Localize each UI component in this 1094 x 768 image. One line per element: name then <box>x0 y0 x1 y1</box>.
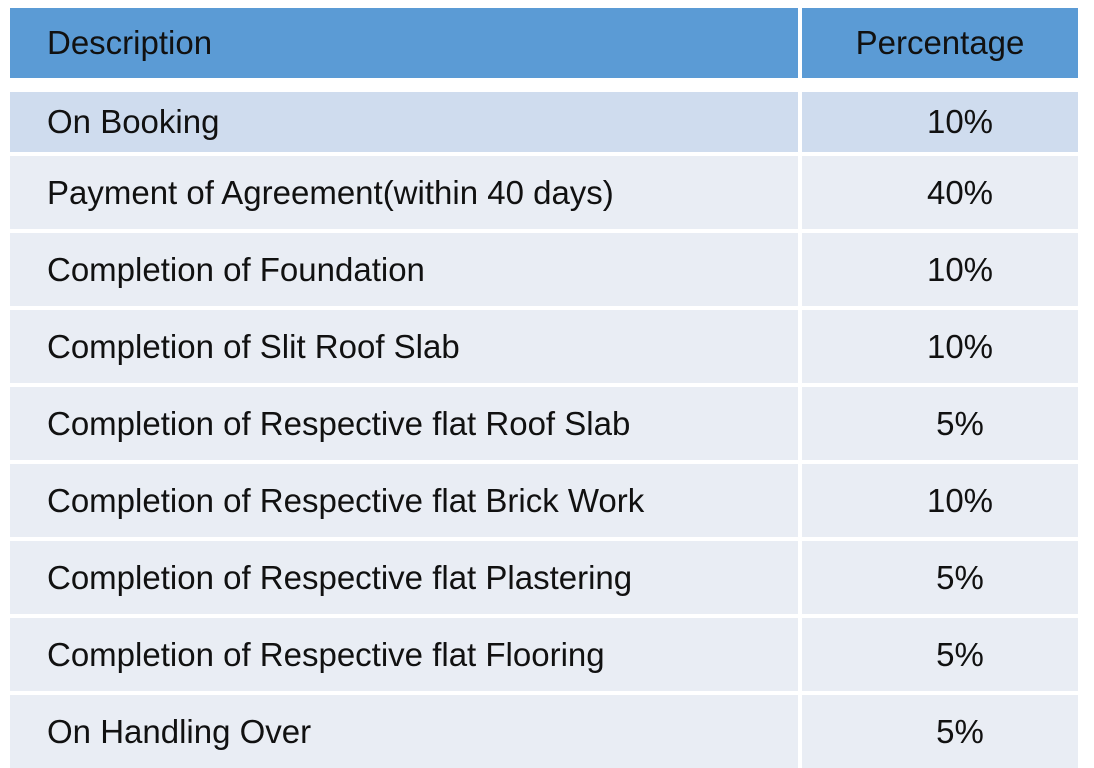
percentage-cell: 10% <box>802 310 1078 383</box>
percentage-cell: 10% <box>802 92 1078 152</box>
header-cell: Percentage <box>802 8 1078 78</box>
percentage-cell: 5% <box>802 695 1078 768</box>
description-cell: Completion of Respective flat Roof Slab <box>10 387 798 460</box>
description-cell: Completion of Respective flat Plastering <box>10 541 798 614</box>
description-cell: On Booking <box>10 92 798 152</box>
percentage-cell: 5% <box>802 618 1078 691</box>
percentage-cell: 5% <box>802 541 1078 614</box>
description-cell: Payment of Agreement(within 40 days) <box>10 156 798 229</box>
description-cell: Completion of Slit Roof Slab <box>10 310 798 383</box>
percentage-cell: 5% <box>802 387 1078 460</box>
percentage-cell: 10% <box>802 233 1078 306</box>
description-cell: On Handling Over <box>10 695 798 768</box>
percentage-cell: 10% <box>802 464 1078 537</box>
header-cell: Description <box>10 8 798 78</box>
percentage-cell: 40% <box>802 156 1078 229</box>
description-cell: Completion of Respective flat Brick Work <box>10 464 798 537</box>
description-cell: Completion of Foundation <box>10 233 798 306</box>
description-cell: Completion of Respective flat Flooring <box>10 618 798 691</box>
